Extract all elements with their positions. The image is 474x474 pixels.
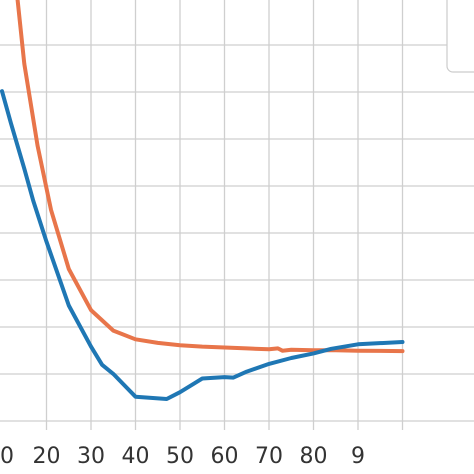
series-line-1	[15, 0, 405, 354]
series-line-2	[0, 89, 405, 401]
x-tick-label: 9	[351, 444, 365, 469]
x-tick-label: 70	[255, 444, 283, 469]
grid	[0, 0, 474, 430]
x-tick-label: 60	[211, 444, 239, 469]
x-tick-label: 20	[33, 444, 61, 469]
x-tick-label: 40	[122, 444, 150, 469]
x-tick-label: 50	[166, 444, 194, 469]
series-layer	[0, 0, 405, 401]
x-tick-label: 80	[300, 444, 328, 469]
x-tick-labels: 0 20 30 40 50 60 70 80 9	[0, 444, 365, 469]
x-tick-label: 30	[77, 444, 105, 469]
x-tick-label: 0	[0, 444, 14, 469]
legend-box	[446, 0, 474, 73]
